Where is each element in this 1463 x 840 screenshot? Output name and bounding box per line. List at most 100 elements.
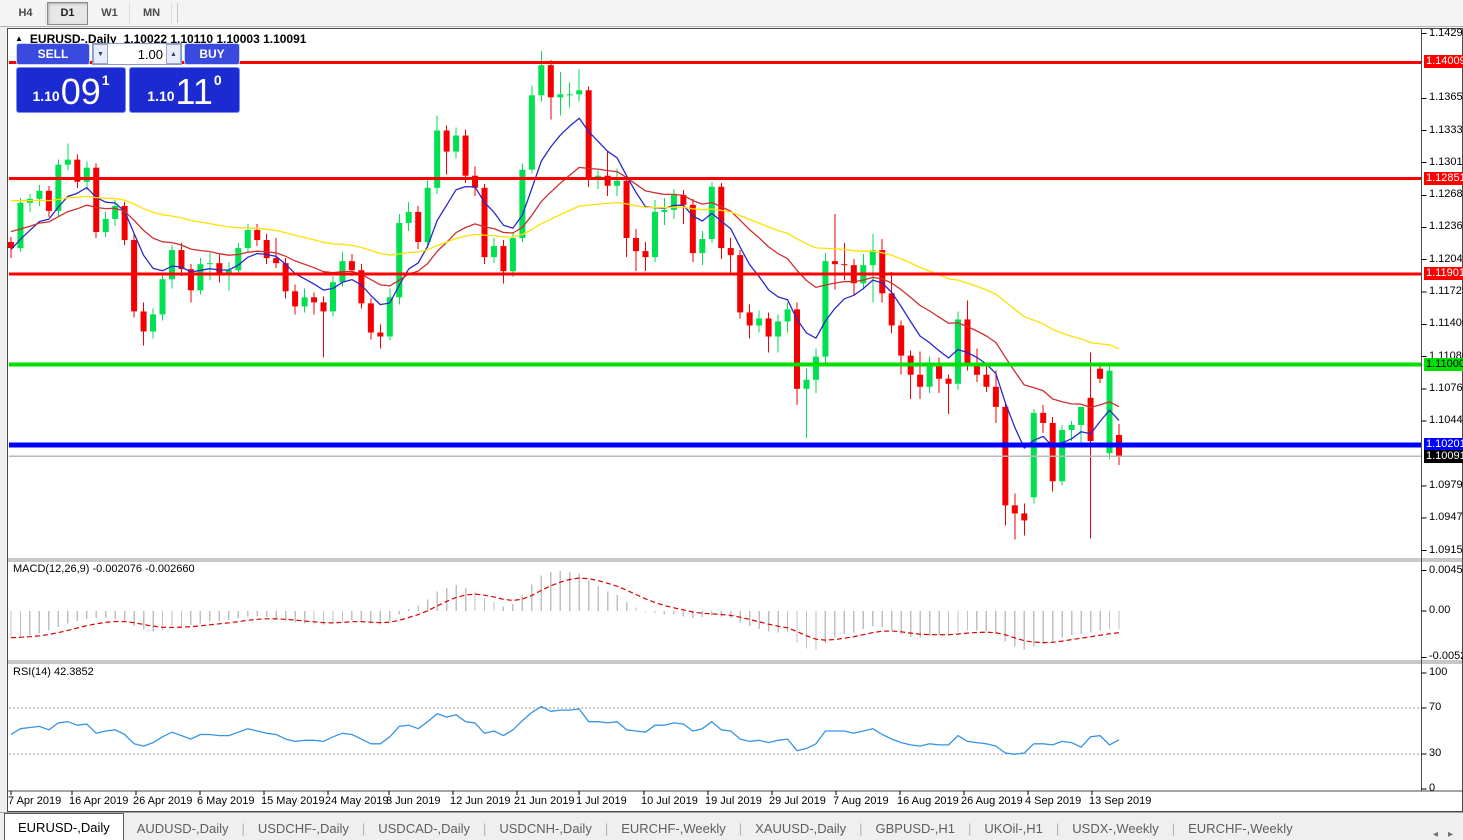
candle-body	[348, 261, 355, 271]
candle-body	[1078, 406, 1085, 425]
buy-price-big: 11	[175, 71, 213, 113]
chart-tab[interactable]: EURCHF-,Weekly	[605, 816, 739, 840]
candle-body	[462, 135, 469, 176]
chart-tab[interactable]: UKOil-,H1	[968, 816, 1056, 840]
chart-tab[interactable]: EURCHF-,Weekly	[1172, 816, 1306, 840]
macd-tick-label: 0.00	[1429, 604, 1451, 616]
timeframe-toolbar: H4 D1 W1 MN	[0, 0, 1463, 27]
candle-body	[8, 242, 14, 249]
rsi-tick-label: 30	[1429, 747, 1442, 760]
candle-body	[822, 261, 829, 357]
sell-price-display[interactable]: 1.10 09 1	[16, 67, 126, 113]
candle-body	[131, 240, 138, 312]
candle-body	[964, 319, 971, 364]
candle-body	[794, 309, 801, 389]
candle-body	[992, 386, 999, 407]
chart-plot-area[interactable]	[8, 29, 1462, 811]
candle-body	[936, 365, 943, 379]
sell-button[interactable]: SELL	[16, 43, 90, 65]
timeframe-button-h4[interactable]: H4	[5, 1, 46, 25]
date-label: 24 May 2019	[325, 795, 389, 807]
candle-body	[737, 255, 744, 313]
price-level-chip: 1.10201	[1424, 437, 1463, 451]
price-tick-label: 1.11400	[1429, 317, 1463, 330]
candle-body	[453, 135, 460, 152]
rsi-tick-label: 100	[1429, 666, 1448, 678]
rsi-label: RSI(14) 42.3852	[13, 666, 94, 678]
sell-price-sup: 1	[101, 72, 110, 88]
chart-tab[interactable]: USDCNH-,Daily	[483, 816, 605, 840]
candle-body	[1030, 412, 1037, 498]
chart-tab[interactable]: USDX-,Weekly	[1056, 816, 1172, 840]
candle-body	[633, 238, 640, 252]
candle-body	[1068, 424, 1075, 430]
candle-body	[74, 159, 81, 182]
date-label: 12 Jun 2019	[450, 795, 511, 807]
candle-body	[888, 293, 895, 326]
collapse-icon[interactable]: ▲	[15, 34, 23, 43]
candle-body	[519, 169, 526, 239]
candle-body	[509, 238, 516, 272]
chart-tab[interactable]: USDCAD-,Daily	[362, 816, 483, 840]
candle-body	[803, 379, 810, 389]
chart-tab[interactable]: USDCHF-,Daily	[241, 816, 361, 840]
candle-body	[973, 363, 980, 375]
tab-scroll-right-icon[interactable]: ▸	[1447, 829, 1453, 840]
date-label: 15 May 2019	[261, 795, 325, 807]
date-label: 3 Jun 2019	[386, 795, 441, 807]
candle-body	[746, 312, 753, 326]
candle-body	[197, 264, 204, 291]
candle-body	[168, 250, 175, 280]
candle-body	[150, 314, 157, 332]
candle-body	[386, 297, 393, 337]
candle-body	[869, 250, 876, 266]
candle-body	[377, 332, 384, 337]
candle-body	[311, 297, 318, 303]
macd-tick-label: 0.004536	[1429, 563, 1463, 576]
candle-body	[614, 180, 621, 186]
candle-body	[1049, 422, 1056, 482]
buy-price-display[interactable]: 1.10 11 0	[129, 67, 240, 113]
candle-body	[263, 240, 270, 259]
sell-price-prefix: 1.10	[32, 88, 60, 104]
timeframe-button-w1[interactable]: W1	[89, 1, 130, 25]
time-axis[interactable]: 7 Apr 2019 16 Apr 2019 26 Apr 2019 6 May 20…	[8, 792, 1422, 811]
candle-body	[490, 246, 497, 258]
candle-body	[481, 187, 488, 258]
candle-body	[538, 65, 545, 96]
candle-body	[235, 248, 242, 271]
chart-title-ohlc: 1.10022 1.10110 1.10003 1.10091	[123, 32, 307, 46]
volume-input[interactable]	[108, 44, 166, 64]
buy-button[interactable]: BUY	[184, 43, 240, 65]
date-label: 19 Jul 2019	[705, 795, 762, 807]
price-tick-label: 1.12365	[1429, 220, 1463, 233]
tab-scroll-left-icon[interactable]: ◂	[1432, 829, 1438, 840]
candle-body	[320, 302, 327, 312]
candle-body	[178, 250, 185, 270]
date-label: 26 Apr 2019	[133, 795, 193, 807]
timeframe-button-d1[interactable]: D1	[47, 1, 88, 25]
price-axis[interactable]: 1.14295 1.13650 1.13330 1.13010 1.12685 1.123…	[1423, 27, 1463, 811]
volume-decrease-icon[interactable]: ▼	[93, 44, 108, 64]
toolbar-separator	[177, 3, 178, 23]
candle-body	[557, 94, 564, 98]
candle-body	[187, 269, 194, 291]
candle-body	[500, 246, 507, 272]
candle-body	[17, 202, 24, 249]
candle-body	[926, 365, 933, 387]
volume-increase-icon[interactable]: ▲	[166, 44, 181, 64]
chart-tab[interactable]: GBPUSD-,H1	[859, 816, 968, 840]
chart-tab[interactable]: XAUUSD-,Daily	[739, 816, 859, 840]
candle-body	[282, 263, 289, 292]
chart-tab[interactable]: EURUSD-,Daily	[4, 813, 124, 840]
candle-body	[670, 194, 677, 210]
date-label: 10 Jul 2019	[641, 795, 698, 807]
candle-body	[358, 270, 365, 304]
price-tick-label: 1.13650	[1429, 91, 1463, 104]
timeframe-button-mn[interactable]: MN	[131, 1, 172, 25]
candle-body	[443, 130, 450, 152]
candle-body	[756, 318, 763, 326]
chart-tab[interactable]: AUDUSD-,Daily	[136, 820, 229, 836]
macd-label: MACD(12,26,9) -0.002076 -0.002660	[13, 563, 195, 575]
